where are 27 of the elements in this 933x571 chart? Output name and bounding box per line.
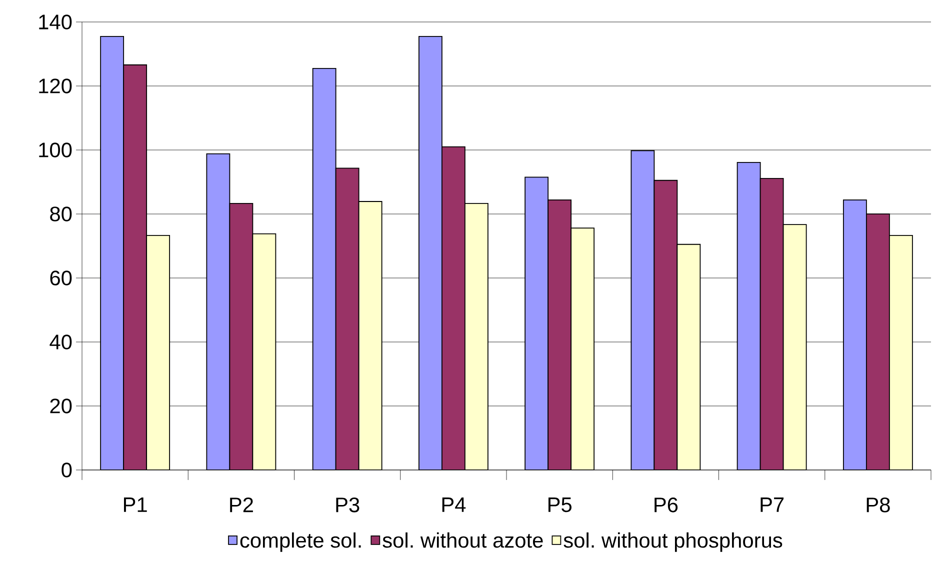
x-tick-label: P6 <box>654 498 678 512</box>
y-tick-label: 40 <box>50 334 72 350</box>
x-tick-label: P3 <box>336 498 360 512</box>
bar <box>206 153 230 470</box>
x-tick-label: P2 <box>230 498 253 512</box>
bar <box>630 150 655 470</box>
y-tick-label: 80 <box>50 206 72 222</box>
legend-label: sol. without phosphorus <box>564 532 782 552</box>
y-tick-label: 60 <box>50 270 72 286</box>
legend-label: sol. without azote <box>382 532 543 548</box>
y-tick-label: 0 <box>62 462 72 478</box>
y-tick-label: 100 <box>39 142 72 158</box>
x-tick-label: P4 <box>442 498 466 512</box>
bar <box>312 68 336 470</box>
y-tick-label: 120 <box>39 78 72 94</box>
bar <box>418 36 442 470</box>
y-tick-label: 20 <box>50 398 72 414</box>
x-tick-label: P1 <box>124 498 147 512</box>
x-tick-label: P5 <box>548 498 572 512</box>
bar <box>736 162 761 470</box>
bar <box>842 199 867 470</box>
bar <box>524 176 549 470</box>
bar <box>100 36 124 470</box>
y-tick-label: 140 <box>39 14 72 30</box>
legend-label: complete sol. <box>240 532 361 552</box>
x-tick-label: P7 <box>760 498 784 512</box>
x-tick-label: P8 <box>866 498 890 512</box>
